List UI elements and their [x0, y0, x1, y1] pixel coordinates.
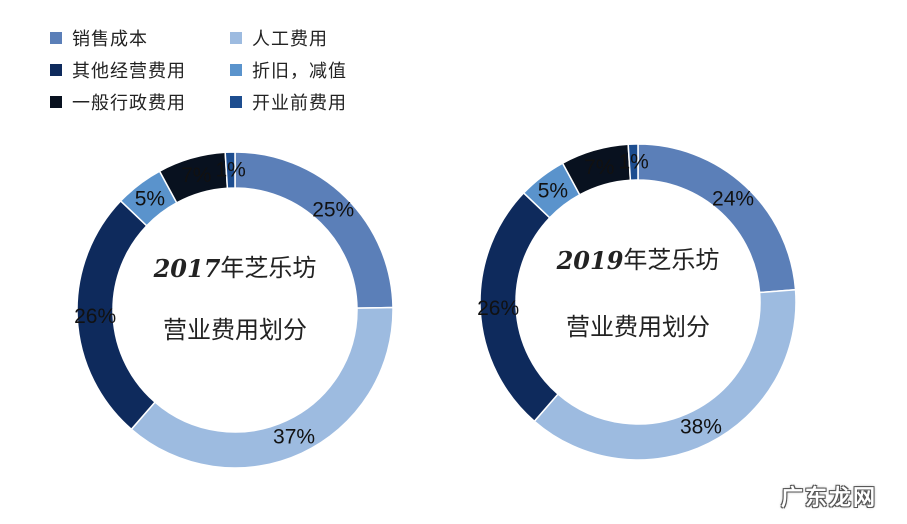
- slice-label: 26%: [477, 297, 519, 320]
- slice-label: 24%: [712, 188, 754, 211]
- slice-label: 38%: [680, 416, 722, 439]
- legend-swatch: [50, 64, 62, 76]
- legend-label: 销售成本: [72, 29, 148, 50]
- watermark: 广东龙网: [780, 486, 877, 511]
- legend-label: 开业前费用: [252, 93, 347, 114]
- center-subtitle: 营业费用划分: [163, 316, 307, 344]
- center-title: 2017年芝乐坊: [153, 254, 317, 283]
- legend-item: 折旧，减值: [230, 58, 347, 82]
- legend-label: 一般行政费用: [72, 93, 186, 114]
- center-title-suffix: 年芝乐坊: [220, 254, 316, 282]
- slice-label: 1%: [618, 151, 648, 174]
- slice-label: 7%: [584, 156, 614, 179]
- slice-label: 25%: [312, 199, 354, 222]
- legend-label: 其他经营费用: [72, 61, 186, 82]
- legend-swatch: [230, 64, 242, 76]
- legend-swatch: [50, 32, 62, 44]
- legend-swatch: [50, 96, 62, 108]
- legend-item: 销售成本: [50, 26, 148, 50]
- legend-swatch: [230, 32, 242, 44]
- slice-label: 5%: [135, 187, 165, 210]
- legend: 销售成本 人工费用其他经营费用 折旧，减值一般行政费用 开业前费用: [0, 0, 907, 130]
- legend-item: 其他经营费用: [50, 58, 186, 82]
- center-title-year: 2019: [556, 246, 624, 275]
- slice-label: 26%: [74, 305, 116, 328]
- center-title: 2019年芝乐坊: [556, 246, 720, 275]
- legend-item: 一般行政费用: [50, 90, 186, 114]
- donut-slice: [234, 151, 394, 309]
- slice-label: 7%: [181, 164, 211, 187]
- center-subtitle: 营业费用划分: [566, 313, 710, 341]
- slice-label: 5%: [538, 179, 568, 202]
- center-title-year: 2017: [153, 254, 221, 283]
- legend-item: 人工费用: [230, 26, 328, 50]
- slice-label: 37%: [273, 425, 315, 448]
- center-title-suffix: 年芝乐坊: [623, 246, 719, 274]
- slice-label: 1%: [215, 159, 245, 182]
- legend-item: 开业前费用: [230, 90, 347, 114]
- legend-label: 折旧，减值: [252, 61, 347, 82]
- donut-slice: [224, 151, 236, 190]
- legend-label: 人工费用: [252, 29, 328, 50]
- legend-swatch: [230, 96, 242, 108]
- donut-slice: [627, 143, 639, 182]
